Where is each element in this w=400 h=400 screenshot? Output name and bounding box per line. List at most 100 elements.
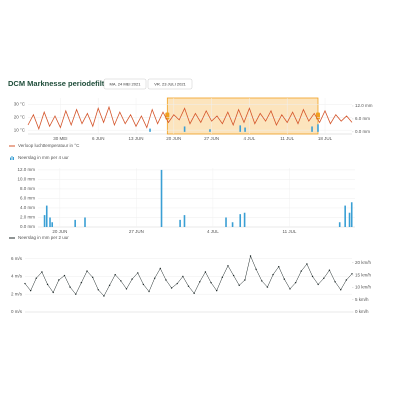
y2-tick-label: 20 km/h <box>355 260 372 265</box>
legend-icon <box>13 157 14 160</box>
bar <box>84 217 86 227</box>
series-marker <box>148 290 150 293</box>
bar <box>239 214 242 227</box>
series-marker <box>323 277 325 279</box>
bar <box>348 212 351 227</box>
legend-label: Neerslag in mm per 4 uur <box>18 155 69 160</box>
end-date[interactable]: VR. 23 JULI 2021 <box>154 81 186 86</box>
series-marker <box>221 276 224 279</box>
start-date-button[interactable] <box>103 78 147 90</box>
series-line <box>24 255 353 297</box>
series-marker <box>278 265 280 268</box>
bar <box>51 222 54 227</box>
series-marker <box>29 289 32 292</box>
y2-tick-label: 15 km/h <box>355 272 372 277</box>
x-tick-label: 30 MEI <box>53 136 67 141</box>
y2-tick-label: 0.0 mm <box>355 129 370 134</box>
series-marker <box>215 289 218 292</box>
y2-tick-label: 12.0 mm <box>355 103 373 108</box>
bar <box>338 222 341 227</box>
y-tick-label: 6.0 mm <box>20 196 35 201</box>
series-marker <box>91 276 94 279</box>
x-tick-label: 20 JUN <box>166 136 181 141</box>
series-marker <box>351 273 353 275</box>
series-line <box>27 105 353 131</box>
y-tick-label: 6 m/s <box>11 256 23 261</box>
series-marker <box>300 270 302 272</box>
series-marker <box>238 284 240 287</box>
series-marker <box>255 268 257 271</box>
y-tick-label: 10 °C <box>14 127 26 132</box>
series-marker <box>232 274 235 277</box>
bar <box>344 205 346 227</box>
series-marker <box>266 286 269 288</box>
y-tick-label: 4.0 mm <box>20 205 35 210</box>
series-marker <box>334 281 336 283</box>
selection-range <box>166 97 319 135</box>
y-tick-label: 8.0 mm <box>20 186 35 191</box>
series-marker <box>58 279 60 281</box>
y-tick-label: 10.0 mm <box>17 177 35 182</box>
series-marker <box>125 288 128 290</box>
bar <box>209 129 211 132</box>
bar <box>183 215 186 227</box>
y-tick-label: 12.0 mm <box>17 167 35 172</box>
series-marker <box>193 292 195 295</box>
x-tick-label: 27 JUN <box>204 136 219 141</box>
bar <box>243 212 246 227</box>
series-marker <box>159 267 162 270</box>
legend-icon <box>11 156 13 160</box>
bar <box>231 222 234 227</box>
x-tick-label: 4 JUL <box>244 136 256 141</box>
bar <box>179 219 181 227</box>
x-tick-label: 13 JUN <box>128 136 143 141</box>
y-tick-label: 30 °C <box>14 102 26 107</box>
series-marker <box>294 281 297 284</box>
bar <box>74 219 76 227</box>
series-marker <box>249 255 252 257</box>
series-marker <box>63 274 66 277</box>
series-marker <box>108 284 111 287</box>
series-marker <box>170 287 173 289</box>
bar <box>183 126 186 132</box>
bar <box>45 205 48 227</box>
bar <box>49 217 51 227</box>
y2-tick-label: 10 km/h <box>355 285 372 290</box>
series-marker <box>153 277 156 279</box>
series-marker <box>345 279 348 281</box>
series-marker <box>131 278 133 280</box>
series-marker <box>340 289 342 291</box>
series-marker <box>244 279 246 281</box>
y2-tick-label: 5 km/h <box>355 297 369 302</box>
series-marker <box>317 283 319 286</box>
series-marker <box>120 280 122 282</box>
series-marker <box>227 265 229 267</box>
bar <box>317 124 319 132</box>
start-date[interactable]: MA. 24 MEI 2021 <box>110 81 142 86</box>
x-tick-label: 11 JUL <box>280 136 294 141</box>
y2-tick-label: 0 km/h <box>355 309 369 314</box>
series-marker <box>142 283 145 286</box>
y2-tick-label: 6.0 mm <box>355 116 370 121</box>
end-date-button[interactable] <box>147 78 193 90</box>
series-marker <box>311 275 314 278</box>
x-tick-label: 27 JUN <box>129 229 144 234</box>
series-marker <box>176 282 178 285</box>
series-marker <box>46 283 49 286</box>
series-marker <box>306 263 308 265</box>
series-marker <box>69 286 71 288</box>
bar <box>244 127 246 132</box>
legend-icon <box>10 157 11 160</box>
x-tick-label: 6 JUN <box>92 136 105 141</box>
series-marker <box>187 285 190 287</box>
legend-label: Verloop luchttemperatuur in °C <box>18 143 80 148</box>
series-marker <box>283 278 286 280</box>
series-marker <box>41 271 43 273</box>
legend-label: Neerslag in mm per 2 uur <box>18 235 69 240</box>
series-marker <box>80 281 83 284</box>
x-tick-label: 18 JUL <box>318 136 333 141</box>
series-marker <box>86 270 88 272</box>
y-tick-label: 0.0 mm <box>20 224 35 229</box>
series-marker <box>204 271 207 273</box>
